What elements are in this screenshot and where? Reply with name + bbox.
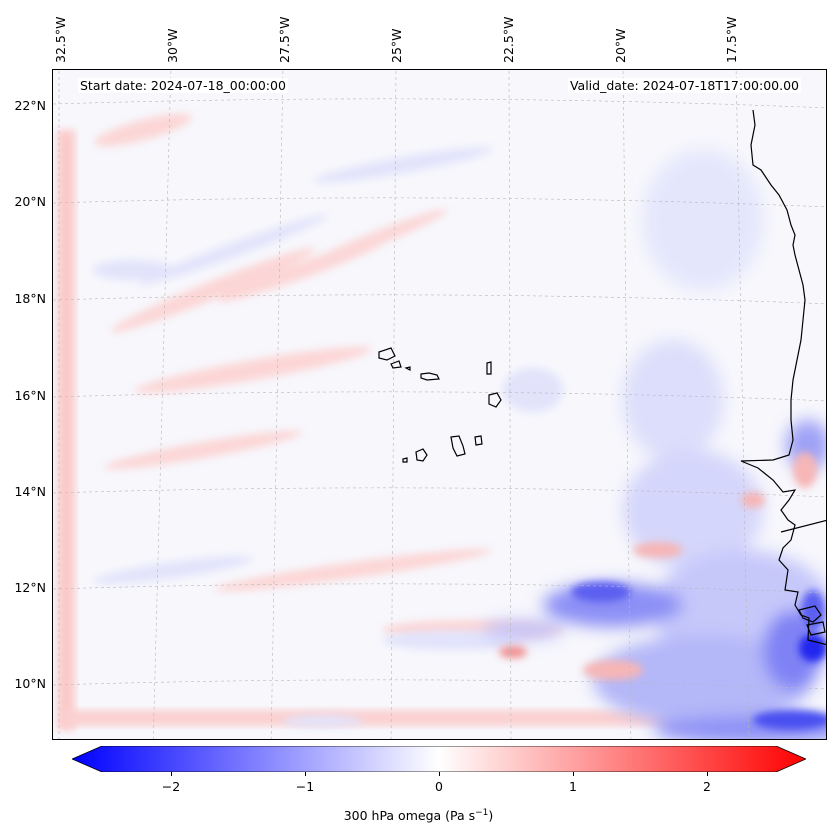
lat-label-22n: 22°N: [14, 98, 46, 113]
gridline-27.5w: [270, 70, 284, 739]
colorbar-tickmark: [573, 772, 574, 776]
island-brava: [402, 457, 408, 463]
coastlines: [378, 109, 826, 646]
bijagos-islands: [798, 605, 822, 623]
colorbar-gradient: [70, 745, 808, 773]
island-maio: [474, 435, 483, 446]
lat-label-18n: 18°N: [14, 291, 46, 306]
gambia-river-coast: [780, 519, 826, 533]
eastern-ascent-region: [483, 150, 826, 739]
colorbar-label-exponent: −1: [475, 808, 489, 818]
island-santa-luzia: [404, 366, 411, 371]
map-panel: Start date: 2024-07-18_00:00:00 Valid_da…: [52, 69, 827, 740]
blue-streaks: [93, 147, 563, 727]
south-boundary-band: [63, 710, 763, 726]
start-date-label: Start date: 2024-07-18_00:00:00: [78, 78, 288, 93]
lon-label-17.5w: 17.5°W: [724, 16, 739, 63]
lon-label-25w: 25°W: [389, 28, 404, 63]
colorbar-label-close: ): [488, 808, 494, 824]
colorbar-tick-label: 0: [435, 779, 443, 794]
colorbar-label-text: 300 hPa omega (Pa s: [343, 808, 476, 824]
lon-label-22.5w: 22.5°W: [501, 16, 516, 63]
island-sao-vicente: [390, 360, 402, 369]
omega-field-map: [53, 70, 826, 739]
strong-ascent-cores: [571, 582, 826, 730]
lon-label-27.5w: 27.5°W: [277, 16, 292, 63]
eastern-descent-spots: [499, 452, 817, 680]
gridline-25w: [390, 70, 397, 739]
colorbar: [70, 745, 808, 773]
island-sao-nicolau: [420, 372, 440, 381]
colorbar-body: [70, 745, 808, 773]
island-santo-antao: [378, 347, 396, 361]
lon-label-20w: 20°W: [613, 28, 628, 63]
lon-label-30w: 30°W: [165, 28, 180, 63]
omega-field: [57, 113, 826, 739]
colorbar-tickmark: [707, 772, 708, 776]
colorbar-tick-label: −2: [161, 779, 181, 794]
colorbar-tickmark: [439, 772, 440, 776]
lon-label-32.5w: 32.5°W: [53, 16, 68, 63]
gridlines: [53, 70, 826, 739]
west-boundary-band: [57, 130, 75, 730]
gridline-22.5w: [508, 70, 512, 739]
gridline-17.5w: [735, 70, 750, 739]
colorbar-tickmark: [305, 772, 306, 776]
lat-label-14n: 14°N: [14, 484, 46, 499]
colorbar-tick-label: 2: [703, 779, 711, 794]
coastal-islets: [806, 621, 826, 636]
gridline-30w: [152, 70, 172, 739]
island-santiago: [450, 435, 466, 457]
valid-date-label: Valid_date: 2024-07-18T17:00:00.00: [567, 78, 801, 93]
lat-label-10n: 10°N: [14, 676, 46, 691]
island-sal: [486, 361, 492, 375]
island-boa-vista: [488, 392, 502, 408]
island-fogo: [415, 448, 428, 462]
gridline-22n: [53, 98, 826, 109]
gridline-20w: [622, 70, 632, 739]
colorbar-tick-label: 1: [569, 779, 577, 794]
colorbar-label: 300 hPa omega (Pa s−1): [0, 808, 837, 823]
west-africa-coastline: [740, 109, 826, 646]
colorbar-tickmark: [171, 772, 172, 776]
colorbar-tick-label: −1: [295, 779, 315, 794]
lat-label-12n: 12°N: [14, 580, 46, 595]
lat-label-20n: 20°N: [14, 194, 46, 209]
lat-label-16n: 16°N: [14, 388, 46, 403]
